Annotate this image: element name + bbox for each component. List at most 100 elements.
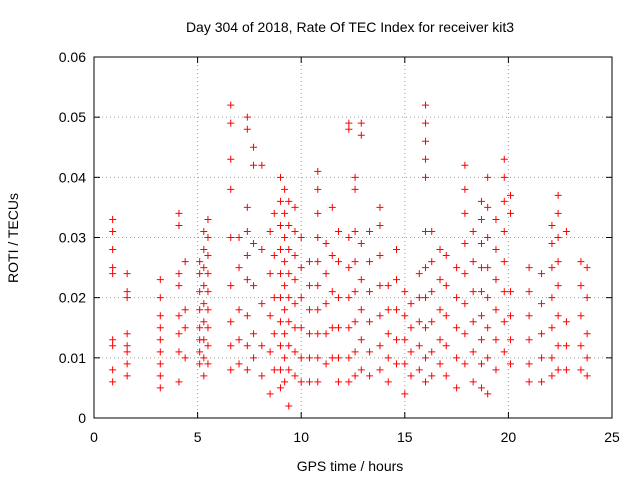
data-point: [453, 354, 461, 362]
data-point: [175, 221, 183, 229]
data-point: [123, 330, 131, 338]
data-point: [393, 336, 401, 344]
data-point: [506, 312, 514, 320]
data-point: [351, 185, 359, 193]
data-point: [314, 282, 322, 290]
data-point: [538, 270, 546, 278]
data-point: [407, 300, 415, 308]
data-point: [200, 318, 208, 326]
data-point: [345, 125, 353, 133]
data-point: [276, 197, 284, 205]
data-point: [285, 366, 293, 374]
data-point: [227, 185, 235, 193]
data-point: [562, 227, 570, 235]
data-point: [453, 384, 461, 392]
grid: [94, 57, 612, 418]
data-point: [506, 209, 514, 217]
data-point: [461, 240, 469, 248]
data-point: [376, 366, 384, 374]
data-point: [345, 378, 353, 386]
data-point: [285, 342, 293, 350]
data-point: [123, 294, 131, 302]
data-point: [477, 384, 485, 392]
data-point: [297, 294, 305, 302]
data-point: [393, 276, 401, 284]
data-point: [227, 155, 235, 163]
data-point: [243, 227, 251, 235]
data-point: [351, 288, 359, 296]
data-point: [258, 246, 266, 254]
data-point: [156, 360, 164, 368]
data-point: [123, 360, 131, 368]
data-point: [227, 101, 235, 109]
data-point: [407, 372, 415, 380]
data-point: [250, 330, 258, 338]
data-point: [297, 264, 305, 272]
data-point: [204, 360, 212, 368]
data-point: [428, 227, 436, 235]
data-point: [357, 119, 365, 127]
data-point: [276, 270, 284, 278]
data-point: [442, 312, 450, 320]
data-point: [276, 384, 284, 392]
data-point: [442, 282, 450, 290]
data-point: [357, 306, 365, 314]
data-point: [500, 227, 508, 235]
data-point: [428, 318, 436, 326]
data-point: [345, 324, 353, 332]
data-point: [123, 288, 131, 296]
data-point: [196, 270, 204, 278]
data-point: [469, 227, 477, 235]
y-tick-label: 0: [78, 410, 86, 426]
data-point: [500, 288, 508, 296]
data-point: [422, 137, 430, 145]
data-point: [181, 258, 189, 266]
data-point: [314, 167, 322, 175]
data-point: [281, 258, 289, 266]
data-point: [442, 372, 450, 380]
data-point: [258, 372, 266, 380]
data-point: [235, 360, 243, 368]
x-tick-label: 15: [397, 429, 413, 445]
data-point: [477, 360, 485, 368]
data-point: [366, 258, 374, 266]
data-point: [500, 348, 508, 356]
y-tick-label: 0.04: [59, 169, 86, 185]
data-point: [276, 366, 284, 374]
data-point: [422, 324, 430, 332]
data-point: [469, 258, 477, 266]
data-point: [276, 294, 284, 302]
data-point: [328, 288, 336, 296]
data-point: [477, 264, 485, 272]
data-point: [235, 306, 243, 314]
data-point: [109, 342, 117, 350]
data-point: [484, 390, 492, 398]
x-axis-label: GPS time / hours: [297, 458, 404, 474]
data-point: [345, 234, 353, 241]
data-point: [227, 119, 235, 127]
data-point: [428, 348, 436, 356]
data-point: [393, 306, 401, 314]
data-point: [351, 348, 359, 356]
data-point: [525, 360, 533, 368]
data-point: [196, 258, 204, 266]
data-point: [266, 270, 274, 278]
data-point: [453, 264, 461, 272]
data-point: [376, 312, 384, 320]
data-point: [525, 312, 533, 320]
data-point: [291, 324, 299, 332]
data-point: [270, 252, 278, 260]
data-point: [506, 288, 514, 296]
data-point: [270, 330, 278, 338]
data-point: [250, 282, 258, 290]
data-point: [297, 354, 305, 362]
data-point: [276, 318, 284, 326]
data-point: [123, 270, 131, 278]
data-point: [204, 252, 212, 260]
data-point: [200, 264, 208, 272]
data-point: [258, 161, 266, 169]
data-point: [548, 264, 556, 272]
data-point: [345, 119, 353, 127]
data-point: [376, 203, 384, 211]
data-point: [334, 227, 342, 235]
